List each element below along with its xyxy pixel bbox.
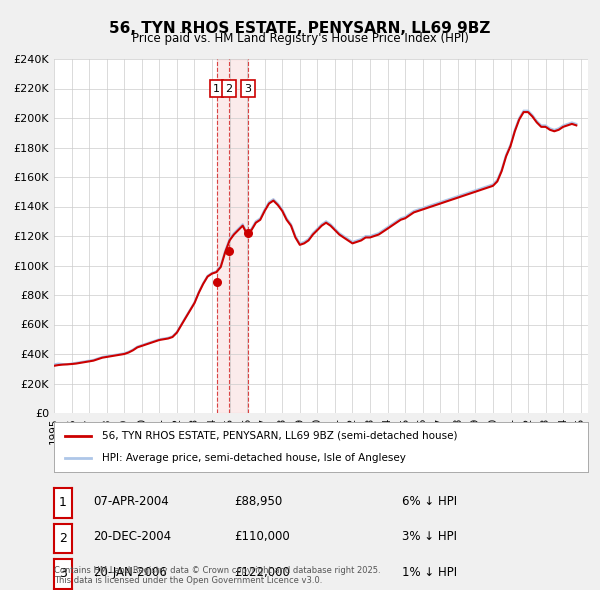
Text: 56, TYN RHOS ESTATE, PENYSARN, LL69 9BZ: 56, TYN RHOS ESTATE, PENYSARN, LL69 9BZ xyxy=(109,21,491,35)
Point xyxy=(243,228,253,238)
Text: £110,000: £110,000 xyxy=(234,530,290,543)
Text: 2: 2 xyxy=(59,532,67,545)
Text: 20-DEC-2004: 20-DEC-2004 xyxy=(93,530,171,543)
Text: 6% ↓ HPI: 6% ↓ HPI xyxy=(402,495,457,508)
Text: 20-JAN-2006: 20-JAN-2006 xyxy=(93,566,167,579)
Text: Contains HM Land Registry data © Crown copyright and database right 2025.
This d: Contains HM Land Registry data © Crown c… xyxy=(54,566,380,585)
Text: 1: 1 xyxy=(213,84,220,93)
Bar xyxy=(217,59,248,413)
Text: 3: 3 xyxy=(245,84,251,93)
Text: 3: 3 xyxy=(59,567,67,581)
Text: £122,000: £122,000 xyxy=(234,566,290,579)
Text: 1: 1 xyxy=(59,496,67,510)
Text: HPI: Average price, semi-detached house, Isle of Anglesey: HPI: Average price, semi-detached house,… xyxy=(102,453,406,463)
Text: Price paid vs. HM Land Registry's House Price Index (HPI): Price paid vs. HM Land Registry's House … xyxy=(131,32,469,45)
Point xyxy=(212,277,221,287)
Text: £88,950: £88,950 xyxy=(234,495,282,508)
Text: 3% ↓ HPI: 3% ↓ HPI xyxy=(402,530,457,543)
Point xyxy=(224,246,234,255)
Text: 07-APR-2004: 07-APR-2004 xyxy=(93,495,169,508)
Text: 1% ↓ HPI: 1% ↓ HPI xyxy=(402,566,457,579)
Text: 56, TYN RHOS ESTATE, PENYSARN, LL69 9BZ (semi-detached house): 56, TYN RHOS ESTATE, PENYSARN, LL69 9BZ … xyxy=(102,431,458,441)
Text: 2: 2 xyxy=(226,84,233,93)
